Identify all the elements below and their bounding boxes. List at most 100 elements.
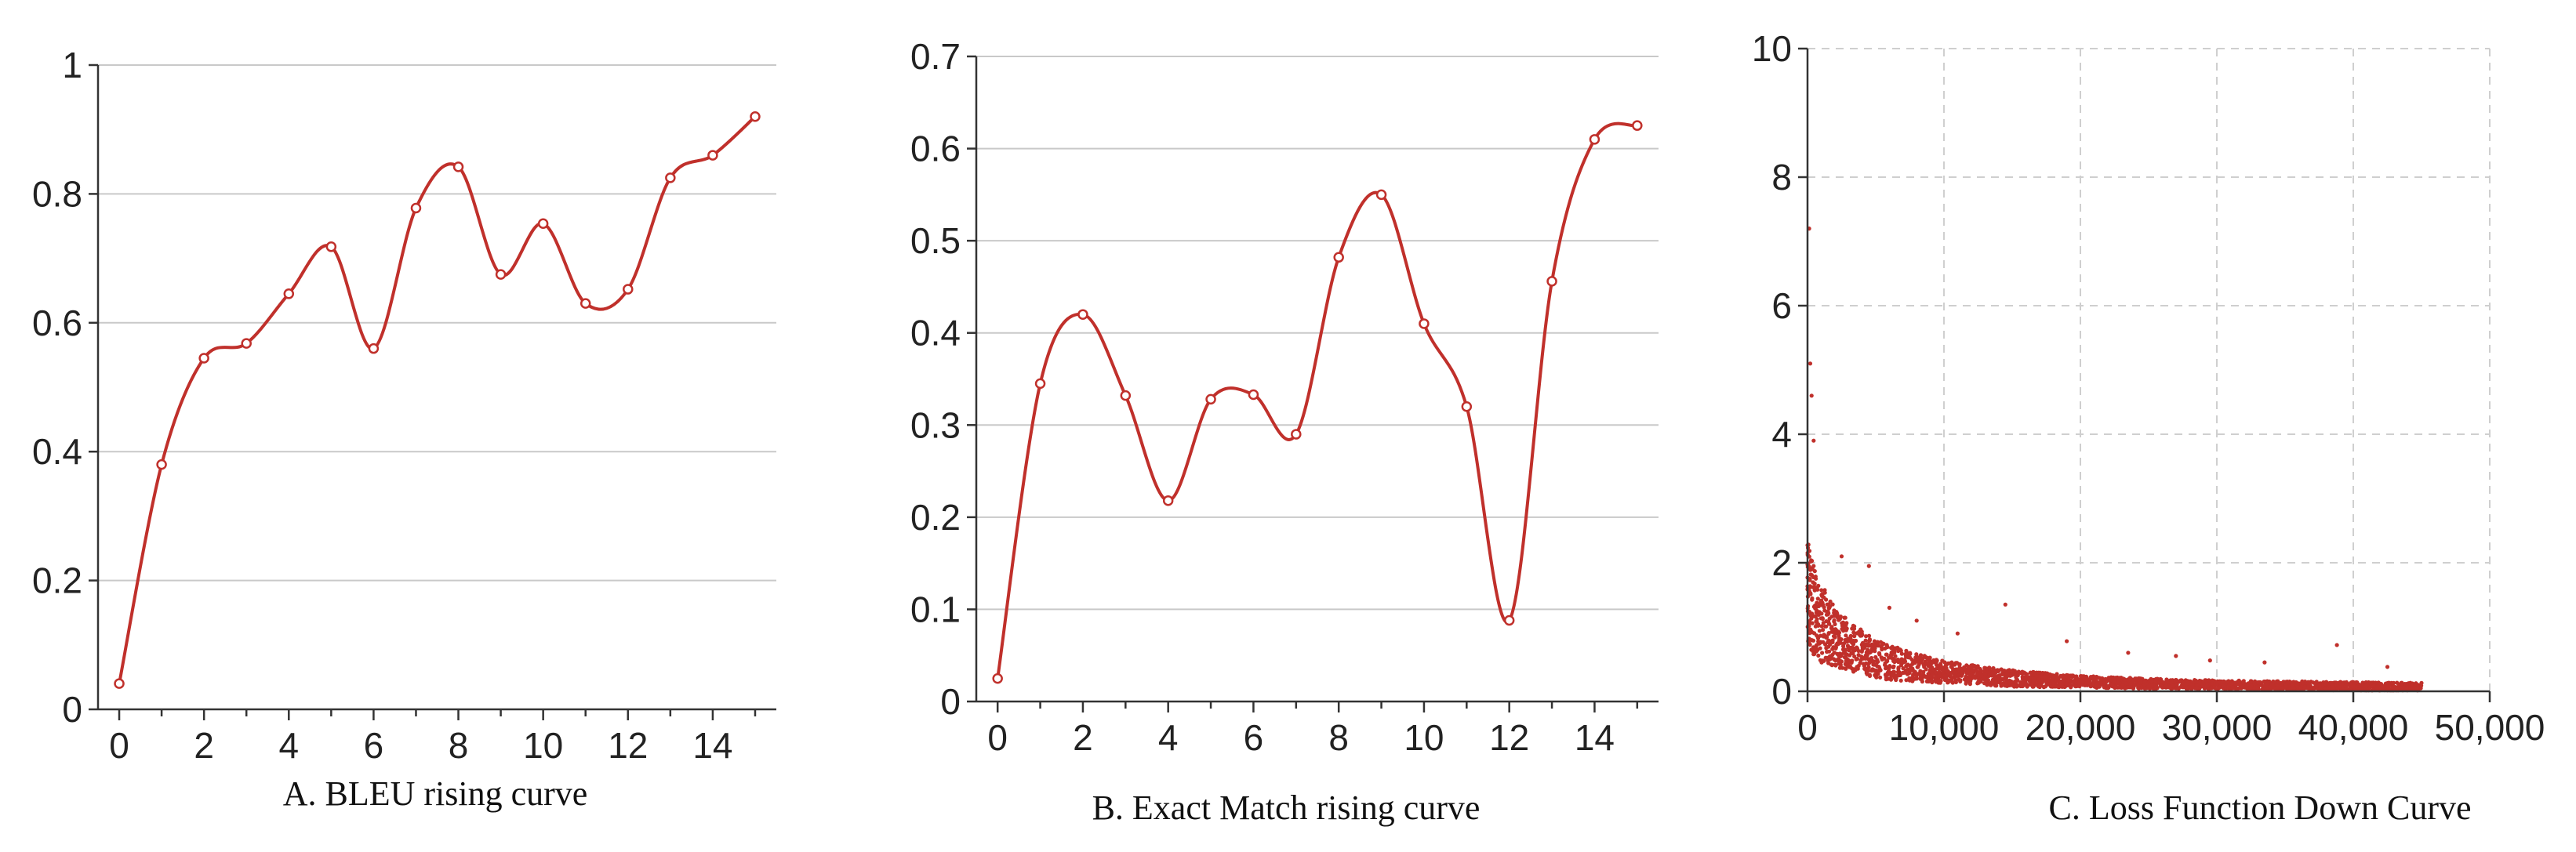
scatter-point — [2391, 680, 2396, 686]
data-point — [1162, 495, 1174, 506]
series-line — [996, 121, 1638, 679]
scatter-point — [2021, 680, 2026, 684]
scatter-point — [1964, 681, 1968, 686]
scatter-point — [2131, 680, 2135, 685]
scatter-point — [1978, 668, 1983, 673]
scatter-point — [2014, 675, 2018, 680]
series-line — [118, 115, 757, 684]
scatter-point — [1931, 658, 1936, 663]
scatter-point — [2220, 680, 2225, 684]
scatter-point — [2105, 683, 2110, 689]
scatter-point — [1825, 649, 1829, 654]
scatter-point — [2051, 681, 2056, 686]
data-point — [198, 353, 209, 364]
scatter-point — [2020, 683, 2025, 689]
scatter-point — [2248, 685, 2253, 691]
scatter-point — [2380, 687, 2385, 691]
scatter-point — [1964, 663, 1969, 668]
scatter-point — [1818, 646, 1822, 651]
data-point — [1546, 276, 1557, 287]
data-point — [1120, 390, 1132, 401]
scatter-point — [1896, 665, 1901, 670]
scatter-point — [1933, 670, 1938, 675]
scatter-point — [1868, 650, 1873, 654]
data-point — [750, 111, 761, 122]
scatter-point — [1824, 624, 1829, 629]
scatter-point — [1840, 620, 1846, 625]
scatter-point — [1859, 632, 1864, 636]
scatter-point — [2142, 686, 2147, 691]
scatter-point — [1812, 588, 1817, 593]
data-point — [580, 298, 591, 309]
scatter-point — [2164, 683, 2168, 689]
scatter-point — [2280, 686, 2284, 691]
scatter-point — [2036, 683, 2041, 687]
scatter-point — [2012, 672, 2017, 676]
scatter-point — [1958, 679, 1963, 684]
scatter-point — [1863, 656, 1868, 661]
scatter-point — [1965, 669, 1970, 674]
scatter-point — [1899, 657, 1904, 662]
y-tick-label: 0.2 — [32, 560, 82, 601]
scatter-point — [1818, 599, 1823, 604]
scatter-point — [1896, 673, 1901, 678]
scatter-point — [1996, 668, 2001, 673]
scatter-point — [2176, 687, 2181, 691]
scatter-point — [2244, 683, 2249, 687]
scatter-point — [2113, 680, 2117, 684]
scatter-point — [1861, 662, 1866, 666]
scatter-point — [1826, 644, 1831, 649]
scatter-point — [2207, 678, 2211, 683]
scatter-point — [1937, 670, 1942, 675]
data-point — [325, 241, 337, 252]
scatter-point — [1839, 652, 1844, 657]
data-point — [1205, 393, 1216, 405]
x-tick-label: 0 — [987, 717, 1008, 758]
scatter-point — [2214, 682, 2219, 687]
y-tick-label: 0.6 — [32, 303, 82, 343]
scatter-point — [1825, 602, 1829, 607]
chart-b: 0 0.1 0.2 0.3 0.4 0.5 0.6 0.7 0 2 4 6 8 10 12 14 B. Exa… — [910, 36, 1659, 827]
data-point — [1077, 309, 1088, 320]
scatter-point — [2011, 683, 2015, 688]
scatter-point — [2169, 680, 2174, 685]
scatter-point — [1915, 665, 1920, 669]
y-tick-label: 0.4 — [32, 431, 82, 472]
scatter-point — [2410, 684, 2415, 690]
y-tick-label: 1 — [62, 45, 82, 85]
scatter-point — [2116, 679, 2121, 683]
data-point — [1419, 318, 1430, 329]
x-tick-label: 0 — [109, 725, 129, 766]
scatter-point — [2029, 682, 2033, 687]
scatter-point — [1858, 627, 1863, 632]
scatter-point — [2168, 686, 2173, 691]
chart-caption: C. Loss Function Down Curve — [2049, 789, 2472, 827]
scatter-point — [1809, 616, 1814, 621]
scatter-point — [2272, 686, 2276, 691]
y-tick-label: 0 — [62, 689, 82, 730]
scatter-point — [1893, 654, 1898, 658]
scatter-point — [1867, 637, 1872, 642]
scatter-point — [2007, 673, 2012, 677]
scatter-point — [2022, 676, 2026, 681]
x-tick-label: 50,000 — [2435, 707, 2545, 748]
scatter-point — [1830, 640, 1835, 645]
scatter-point — [1843, 647, 1848, 652]
scatter-point — [1911, 658, 1916, 663]
scatter-point — [2120, 683, 2125, 687]
scatter-point — [1811, 638, 1816, 643]
scatter-point — [2097, 676, 2102, 680]
scatter-point — [1884, 659, 1889, 664]
scatter-point — [1903, 668, 1908, 673]
scatter-point — [2092, 676, 2097, 680]
data-point — [156, 459, 167, 470]
scatter-point — [1846, 645, 1851, 650]
scatter-point — [2330, 683, 2334, 688]
scatter-point — [1904, 648, 1909, 654]
data-point — [1375, 189, 1387, 201]
scatter-point — [2354, 680, 2359, 685]
scatter-point — [2064, 681, 2069, 686]
scatter-point — [1848, 636, 1853, 641]
scatter-point — [1942, 660, 1947, 665]
